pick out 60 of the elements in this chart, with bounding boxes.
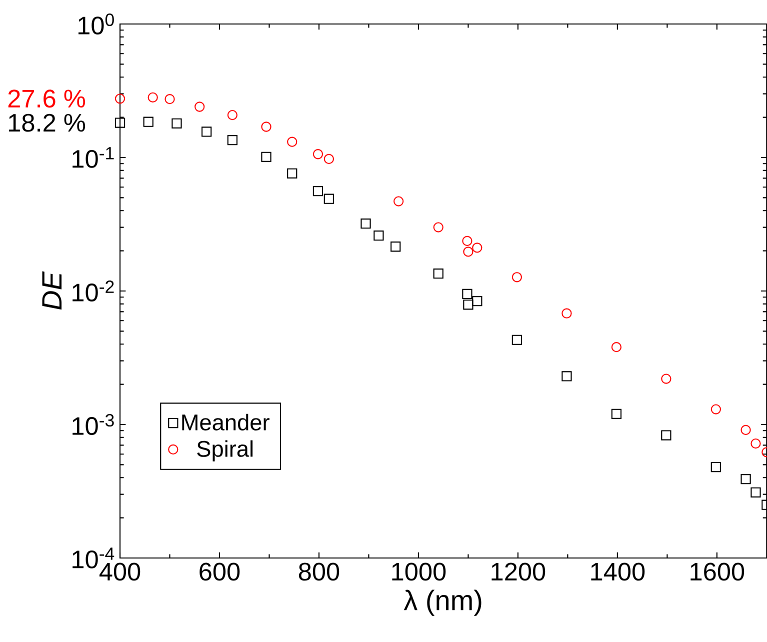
x-tick-label: 1000 [392, 562, 446, 581]
legend-label: Spiral [197, 440, 253, 462]
point [261, 152, 272, 162]
point [463, 246, 474, 257]
point [227, 110, 238, 120]
point [611, 408, 622, 419]
point [472, 296, 482, 306]
point [148, 92, 158, 102]
point [740, 474, 751, 484]
point [462, 288, 472, 300]
point [562, 308, 572, 318]
point [164, 94, 175, 104]
y-tick-label: 10$^{-3}$ [72, 414, 114, 435]
x-tick-label: 800 [298, 562, 340, 581]
point [710, 462, 721, 472]
point [562, 371, 572, 382]
point [710, 404, 721, 414]
y-tick-label: 10$^{-2}$ [72, 280, 114, 302]
point [172, 118, 182, 128]
legend-label: Meander [182, 414, 270, 430]
point [374, 230, 384, 241]
x-axis-title: λ (nm) [404, 590, 482, 616]
point [287, 136, 298, 147]
point [611, 342, 622, 352]
point [143, 116, 154, 127]
x-tick-label: 1400 [591, 562, 645, 581]
annotation: 27.6 % [8, 90, 86, 108]
point [194, 102, 205, 112]
point [512, 334, 522, 345]
point [227, 135, 238, 146]
point [472, 242, 482, 253]
point [433, 268, 444, 279]
point [114, 94, 126, 104]
y-axis-title: DE [42, 271, 62, 310]
point [661, 374, 672, 384]
point [114, 118, 126, 128]
point [324, 194, 334, 204]
point [512, 272, 522, 282]
point [360, 218, 371, 229]
point [740, 424, 751, 436]
point [287, 168, 298, 178]
point [261, 122, 272, 132]
point [324, 154, 334, 164]
point [433, 222, 444, 232]
x-tick-label: 1600 [690, 562, 744, 581]
point [390, 242, 401, 252]
annotation: 18.2 % [9, 114, 86, 132]
point [394, 196, 404, 206]
point [312, 149, 324, 160]
x-tick-label: 600 [200, 562, 240, 581]
y-tick-label: 10$^{-1}$ [72, 147, 114, 168]
point [201, 126, 212, 137]
point [750, 487, 761, 498]
x-tick-label: 1200 [492, 562, 546, 581]
point [750, 438, 761, 449]
point [661, 430, 672, 440]
point [463, 300, 474, 310]
y-tick-label: 10$^{0}$ [78, 14, 114, 35]
point [312, 186, 324, 196]
point [462, 236, 472, 246]
